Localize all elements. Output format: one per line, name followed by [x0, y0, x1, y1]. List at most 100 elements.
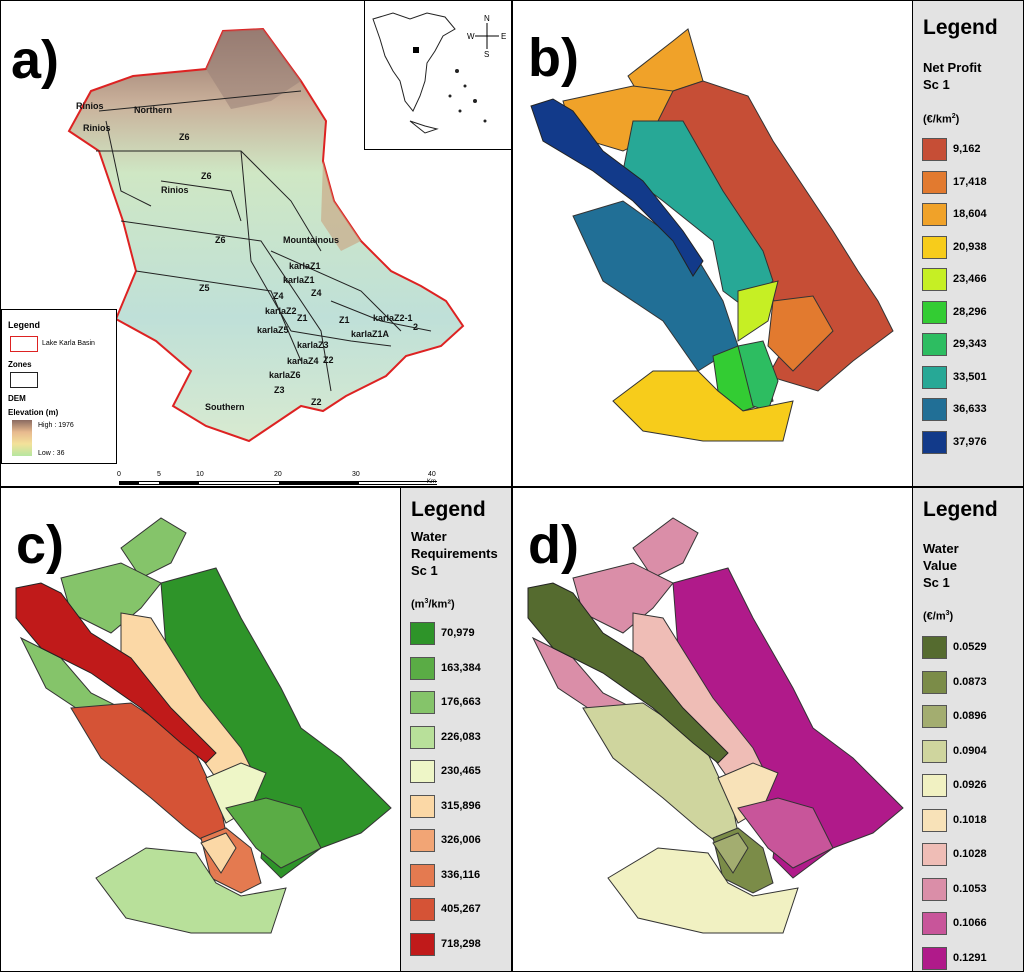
legend-swatch [410, 622, 435, 645]
legend-item: 230,465 [401, 758, 511, 785]
dem-label: DEM [8, 394, 26, 403]
legend-item: 0.1053 [913, 876, 1023, 903]
legend-swatch [922, 808, 947, 832]
legend-item: 718,298 [401, 931, 511, 958]
legend-item: 17,418 [913, 169, 1023, 196]
legend-swatch [922, 705, 947, 728]
legend-swatch [410, 691, 435, 714]
zone-label: Z2 [323, 355, 334, 365]
legend-swatch [922, 670, 947, 694]
map-a: Rinios Rinios Northern Z6 Z6 Rinios Z6 Mountain… [67, 27, 465, 443]
legend-value: 0.0926 [953, 779, 987, 791]
zone-label: karlaZ2 [265, 306, 297, 316]
legend-swatch [922, 430, 947, 454]
zone-label: karlaZ1 [283, 275, 315, 285]
legend-item: 29,343 [913, 331, 1023, 358]
compass-s: S [484, 50, 489, 59]
legend-item: 0.1291 [913, 945, 1023, 972]
legend-value: 0.1018 [953, 813, 987, 826]
legend-item: 0.0529 [913, 634, 1023, 661]
zone-label: Z1 [297, 313, 308, 323]
legend-item: 0.0926 [913, 772, 1023, 799]
legend-swatch [922, 268, 947, 291]
zone-label: Z5 [199, 283, 210, 293]
legend-item: 0.1028 [913, 841, 1023, 868]
legend-swatch [410, 656, 435, 680]
legend-item: 0.0904 [913, 738, 1023, 765]
scale-tick: 10 [196, 471, 204, 478]
zone-label: Rinios [76, 101, 104, 111]
map-d [527, 517, 904, 934]
panel-letter: a) [11, 30, 60, 90]
panel-d: d) Legend Water Value Sc 1 (€/m3) 0.0529… [512, 487, 1024, 972]
legend-item: 0.0896 [913, 703, 1023, 730]
zone-label: Z6 [215, 235, 226, 245]
legend-value: 0.0529 [953, 641, 987, 653]
high-label: High : 1976 [38, 422, 74, 429]
legend-value: 0.1053 [953, 882, 987, 895]
legend-value: 28,296 [953, 305, 987, 318]
legend-value: 405,267 [441, 903, 481, 915]
panel-b: b) Legend Net Profit Sc 1 (€/km2) 9,162 1… [512, 0, 1024, 487]
panel-a: Rinios Rinios Northern Z6 Z6 Rinios Z6 Mountain… [0, 0, 512, 487]
legend-swatch [922, 235, 947, 259]
zone-label: Z4 [273, 291, 284, 301]
inset-greece: N S E W [372, 12, 506, 134]
legend-value: 0.1028 [953, 848, 987, 860]
legend-item: 20,938 [913, 234, 1023, 261]
legend-value: 9,162 [953, 143, 981, 155]
legend-value: 0.0904 [953, 744, 987, 757]
zone-label: Z6 [201, 171, 212, 181]
compass-e: E [501, 32, 506, 41]
legend-swatch [410, 863, 435, 887]
scale-tick: 40 [428, 471, 436, 478]
zone-label: karlaZ3 [297, 340, 329, 350]
legend-item: 0.1018 [913, 807, 1023, 834]
legend-value: 163,384 [441, 661, 481, 674]
legend-item: 70,979 [401, 620, 511, 647]
zone-label: Z4 [311, 288, 322, 298]
legend-swatch [410, 932, 435, 956]
mountain-east [321, 161, 361, 251]
legend-item: 0.1066 [913, 910, 1023, 937]
legend-value: 0.0873 [953, 675, 987, 688]
legend-swatch [922, 877, 947, 901]
zone-label: Z1 [339, 315, 350, 325]
legend-unit: (m3/km²) [411, 598, 455, 611]
legend-value: 326,006 [441, 834, 481, 846]
legend-value: 17,418 [953, 175, 987, 188]
legend-item: 176,663 [401, 689, 511, 716]
legend-c: Legend Water Requirements Sc 1 (m3/km²) … [400, 488, 511, 971]
legend-item: 163,384 [401, 655, 511, 682]
legend-item: 37,976 [913, 429, 1023, 456]
legend-swatch [922, 170, 947, 194]
legend-unit: (€/m3) [923, 610, 954, 623]
legend-item: 0.0873 [913, 669, 1023, 696]
legend-item: 226,083 [401, 724, 511, 751]
legend-value: 336,116 [441, 868, 481, 881]
legend-item: 18,604 [913, 201, 1023, 228]
zones-swatch [10, 372, 38, 388]
scale-tick: 20 [274, 471, 282, 478]
scale-tick: 5 [157, 471, 161, 478]
compass-n: N [484, 14, 490, 23]
zone-label: karlaZ4 [287, 356, 319, 366]
legend-swatch [410, 898, 435, 921]
basin-swatch [10, 336, 38, 352]
zone-label: karlaZ1A [351, 329, 390, 339]
scale-bar: 0 5 10 20 30 40 Km [117, 471, 437, 486]
legend-b: Legend Net Profit Sc 1 (€/km2) 9,162 17,4… [912, 1, 1023, 486]
inset-map: N S E W [364, 1, 511, 150]
panel-letter: b) [528, 28, 579, 88]
zone-label: Rinios [83, 123, 111, 133]
legend-value: 176,663 [441, 696, 481, 708]
legend-value: 18,604 [953, 208, 987, 220]
legend-value: 36,633 [953, 403, 987, 415]
legend-swatch [410, 760, 435, 783]
scale-unit: Km [427, 479, 436, 485]
legend-value: 70,979 [441, 627, 475, 639]
legend-item: 36,633 [913, 396, 1023, 423]
legend-swatch [922, 365, 947, 389]
legend-value: 0.1291 [953, 951, 987, 964]
elevation-ramp [12, 420, 32, 456]
